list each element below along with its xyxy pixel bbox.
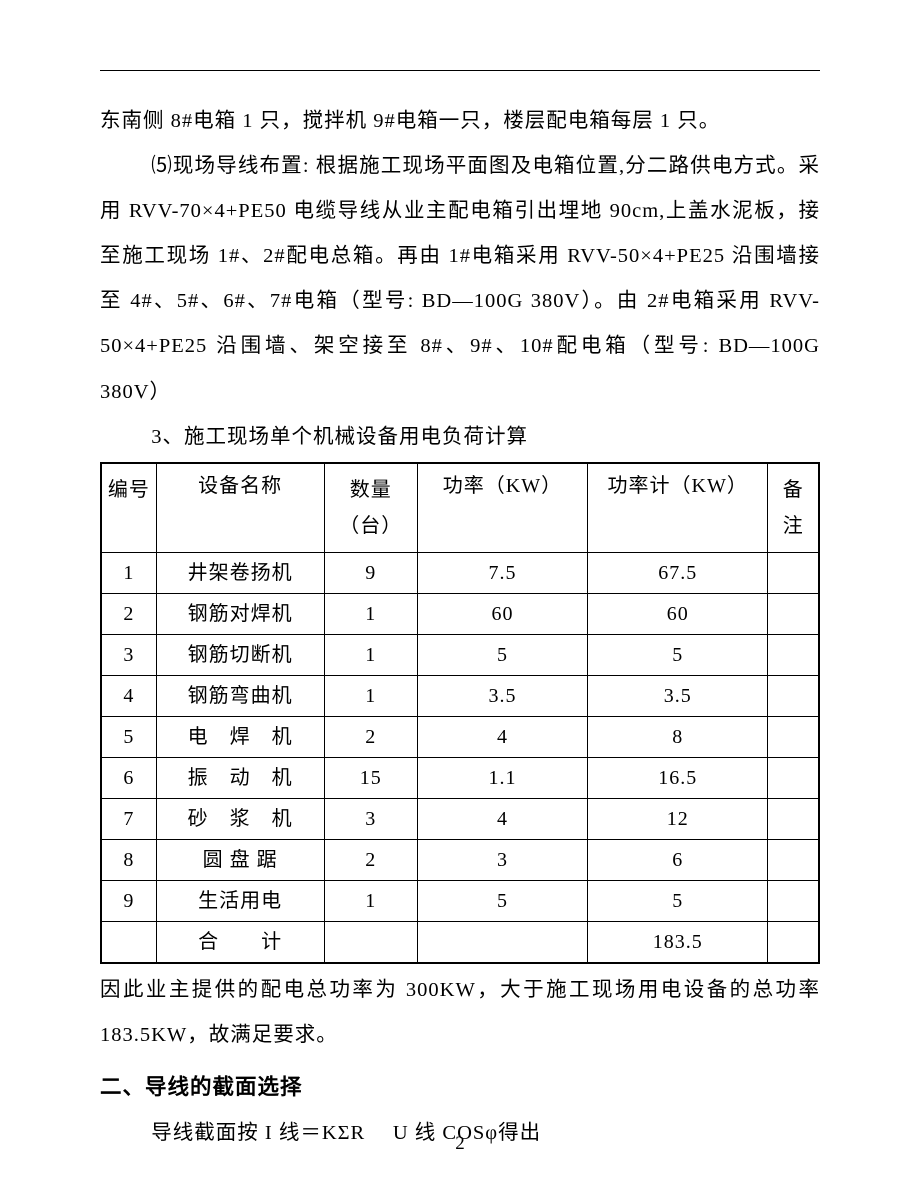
cell-name: 砂 浆 机 xyxy=(156,798,324,839)
footer-note xyxy=(768,921,819,963)
table-row: 3 钢筋切断机 1 5 5 xyxy=(101,634,819,675)
horizontal-rule xyxy=(100,70,820,71)
cell-total: 5 xyxy=(587,880,768,921)
cell-note xyxy=(768,634,819,675)
cell-qty: 3 xyxy=(324,798,417,839)
table-row: 6 振 动 机 15 1.1 16.5 xyxy=(101,757,819,798)
cell-note xyxy=(768,839,819,880)
cell-id: 9 xyxy=(101,880,156,921)
cell-qty: 1 xyxy=(324,593,417,634)
cell-power: 5 xyxy=(417,880,587,921)
cell-power: 1.1 xyxy=(417,757,587,798)
cell-id: 6 xyxy=(101,757,156,798)
cell-total: 3.5 xyxy=(587,675,768,716)
cell-total: 60 xyxy=(587,593,768,634)
footer-total: 183.5 xyxy=(587,921,768,963)
cell-power: 3 xyxy=(417,839,587,880)
cell-name: 振 动 机 xyxy=(156,757,324,798)
cell-note xyxy=(768,757,819,798)
cell-qty: 2 xyxy=(324,839,417,880)
cell-power: 5 xyxy=(417,634,587,675)
footer-id xyxy=(101,921,156,963)
cell-id: 5 xyxy=(101,716,156,757)
cell-name: 生活用电 xyxy=(156,880,324,921)
cell-id: 7 xyxy=(101,798,156,839)
cell-qty: 9 xyxy=(324,552,417,593)
cell-note xyxy=(768,716,819,757)
cell-total: 6 xyxy=(587,839,768,880)
table-row: 9 生活用电 1 5 5 xyxy=(101,880,819,921)
table-row: 5 电 焊 机 2 4 8 xyxy=(101,716,819,757)
cell-name: 钢筋切断机 xyxy=(156,634,324,675)
section-heading-2: 二、导线的截面选择 xyxy=(100,1064,820,1111)
table-body: 1 井架卷扬机 9 7.5 67.5 2 钢筋对焊机 1 60 60 3 钢筋切… xyxy=(101,552,819,963)
cell-qty: 1 xyxy=(324,880,417,921)
cell-qty: 1 xyxy=(324,634,417,675)
paragraph-after-1: 因此业主提供的配电总功率为 300KW，大于施工现场用电设备的总功率183.5K… xyxy=(100,968,820,1058)
cell-name: 井架卷扬机 xyxy=(156,552,324,593)
cell-power: 7.5 xyxy=(417,552,587,593)
cell-name: 电 焊 机 xyxy=(156,716,324,757)
cell-power: 60 xyxy=(417,593,587,634)
footer-label: 合 计 xyxy=(156,921,324,963)
cell-id: 3 xyxy=(101,634,156,675)
cell-qty: 2 xyxy=(324,716,417,757)
table-row: 4 钢筋弯曲机 1 3.5 3.5 xyxy=(101,675,819,716)
table-row: 1 井架卷扬机 9 7.5 67.5 xyxy=(101,552,819,593)
cell-total: 12 xyxy=(587,798,768,839)
cell-total: 67.5 xyxy=(587,552,768,593)
footer-qty xyxy=(324,921,417,963)
col-header-power: 功率（KW） xyxy=(417,463,587,553)
cell-note xyxy=(768,552,819,593)
table-row: 2 钢筋对焊机 1 60 60 xyxy=(101,593,819,634)
cell-id: 8 xyxy=(101,839,156,880)
cell-id: 1 xyxy=(101,552,156,593)
col-header-total: 功率计（KW） xyxy=(587,463,768,553)
paragraph-1: 东南侧 8#电箱 1 只，搅拌机 9#电箱一只，楼层配电箱每层 1 只。 xyxy=(100,99,820,144)
cell-power: 4 xyxy=(417,798,587,839)
equipment-table: 编号 设备名称 数量（台） 功率（KW） 功率计（KW） 备注 1 井架卷扬机 … xyxy=(100,462,820,964)
cell-note xyxy=(768,593,819,634)
cell-power: 4 xyxy=(417,716,587,757)
cell-id: 4 xyxy=(101,675,156,716)
cell-id: 2 xyxy=(101,593,156,634)
cell-name: 钢筋弯曲机 xyxy=(156,675,324,716)
col-header-note: 备注 xyxy=(768,463,819,553)
cell-note xyxy=(768,880,819,921)
table-row: 8 圆 盘 踞 2 3 6 xyxy=(101,839,819,880)
cell-note xyxy=(768,798,819,839)
col-header-qty: 数量（台） xyxy=(324,463,417,553)
cell-note xyxy=(768,675,819,716)
table-footer-row: 合 计 183.5 xyxy=(101,921,819,963)
cell-name: 钢筋对焊机 xyxy=(156,593,324,634)
col-header-id: 编号 xyxy=(101,463,156,553)
footer-power xyxy=(417,921,587,963)
load-table: 编号 设备名称 数量（台） 功率（KW） 功率计（KW） 备注 1 井架卷扬机 … xyxy=(100,462,820,964)
cell-total: 16.5 xyxy=(587,757,768,798)
table-header-row: 编号 设备名称 数量（台） 功率（KW） 功率计（KW） 备注 xyxy=(101,463,819,553)
cell-power: 3.5 xyxy=(417,675,587,716)
paragraph-3: 3、施工现场单个机械设备用电负荷计算 xyxy=(100,415,820,460)
cell-qty: 15 xyxy=(324,757,417,798)
cell-qty: 1 xyxy=(324,675,417,716)
cell-total: 5 xyxy=(587,634,768,675)
page-number: 2 xyxy=(0,1133,920,1155)
table-row: 7 砂 浆 机 3 4 12 xyxy=(101,798,819,839)
cell-name: 圆 盘 踞 xyxy=(156,839,324,880)
cell-total: 8 xyxy=(587,716,768,757)
col-header-name: 设备名称 xyxy=(156,463,324,553)
paragraph-2: ⑸现场导线布置: 根据施工现场平面图及电箱位置,分二路供电方式。采用 RVV-7… xyxy=(100,144,820,415)
